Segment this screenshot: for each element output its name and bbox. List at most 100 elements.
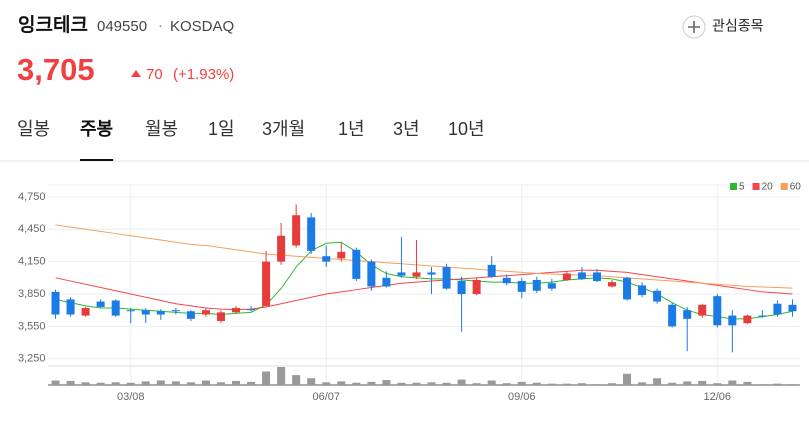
volume-bar xyxy=(262,371,271,385)
tab[interactable]: 월봉 xyxy=(145,119,178,139)
volume-bar xyxy=(653,378,662,385)
volume-bar xyxy=(668,382,677,385)
tab[interactable]: 3년 xyxy=(393,119,420,139)
volume-bar xyxy=(698,380,707,385)
price: 3,705 xyxy=(17,52,95,87)
candle-body xyxy=(547,283,556,289)
volume-bar xyxy=(773,383,782,385)
legend-swatch xyxy=(730,183,737,190)
volume-bar xyxy=(247,381,256,385)
candle-body xyxy=(141,310,150,315)
tabs: 일봉 주봉 월봉 1일 3개월 1년 3년 10년 xyxy=(17,119,485,161)
volume-bar xyxy=(728,380,737,385)
volume-bar xyxy=(186,382,195,385)
volume-bar xyxy=(216,382,225,385)
separator: · xyxy=(158,17,163,34)
volume-bar xyxy=(277,367,286,385)
tab[interactable]: 일봉 xyxy=(17,119,50,139)
candle-body xyxy=(653,290,662,302)
legend-swatch xyxy=(780,183,788,190)
volume-bar xyxy=(623,373,632,385)
candle-body xyxy=(352,249,361,279)
y-tick-label: 4,450 xyxy=(18,223,46,235)
volume-bar xyxy=(141,381,150,385)
volume-bar xyxy=(66,380,75,385)
volume-bar xyxy=(502,383,511,385)
candle-body xyxy=(638,285,647,296)
x-tick-label: 03/08 xyxy=(117,391,145,403)
watch-label: 관심종목 xyxy=(712,18,764,34)
x-tick-label: 06/07 xyxy=(312,391,340,403)
volume-bar xyxy=(713,383,722,385)
legend-swatch xyxy=(752,183,760,190)
volume-bar xyxy=(788,384,797,385)
volume-bar xyxy=(758,384,767,385)
candle-body xyxy=(743,315,752,324)
candle-body xyxy=(713,296,722,326)
candle-body xyxy=(698,304,707,316)
volume-bar xyxy=(442,382,451,385)
change-pct: (+1.93%) xyxy=(173,66,234,83)
moving-average xyxy=(55,224,793,289)
candle-body xyxy=(562,273,571,280)
candle-body xyxy=(247,309,256,311)
candle-body xyxy=(186,311,195,319)
plus xyxy=(688,21,700,33)
tab-underline xyxy=(80,159,114,161)
volume-bar xyxy=(562,383,571,385)
volume-bar xyxy=(683,381,692,385)
stock-name: 잉크테크 xyxy=(18,14,88,36)
candle-body xyxy=(126,310,135,312)
candle-body xyxy=(517,281,526,292)
candle-body xyxy=(111,300,120,316)
candle-body xyxy=(472,279,481,295)
candle-body xyxy=(773,303,782,315)
volume-bar xyxy=(81,382,90,385)
candle-body xyxy=(292,215,301,246)
tab[interactable]: 3개월 xyxy=(262,119,305,139)
candle-body xyxy=(262,261,271,306)
tab[interactable]: 주봉 xyxy=(80,119,113,139)
volume-bar xyxy=(592,384,601,385)
candle-body xyxy=(51,291,60,315)
volume-bar xyxy=(232,380,240,385)
y-tick-label: 4,150 xyxy=(18,256,46,268)
volume-bar xyxy=(517,381,526,385)
volume-bar xyxy=(352,382,361,385)
volume-bar xyxy=(292,375,301,385)
volume-bar xyxy=(201,380,210,385)
candle-body xyxy=(683,310,692,319)
volume-bar xyxy=(126,382,135,385)
volume-bar xyxy=(322,382,331,385)
candle-body xyxy=(668,304,677,327)
legend-label: 5 xyxy=(739,182,745,193)
moving-average xyxy=(55,241,793,320)
y-tick-label: 3,850 xyxy=(18,288,46,300)
tab[interactable]: 1일 xyxy=(208,119,235,139)
volume-bar xyxy=(412,382,421,385)
tab[interactable]: 10년 xyxy=(448,119,485,139)
candle-body xyxy=(592,272,601,282)
candle-body xyxy=(201,310,210,315)
volume-bar xyxy=(427,382,436,385)
change: 70 xyxy=(146,66,163,83)
candle-body xyxy=(728,315,737,326)
candle-body xyxy=(232,308,240,313)
volume-bar xyxy=(382,380,391,385)
candle-body xyxy=(577,272,586,279)
volume-bar xyxy=(171,381,180,385)
up-arrow xyxy=(131,70,141,77)
chart: 3,250 3,550 3,850 4,150 4,450 4,750 03/08 06/07… xyxy=(18,182,801,403)
candle-body xyxy=(788,304,797,312)
candle-body xyxy=(397,272,406,276)
candle-body xyxy=(337,251,346,259)
watch-button[interactable]: 관심종목 xyxy=(682,15,764,39)
x-tick-label: 12/06 xyxy=(704,391,732,403)
y-tick-label: 4,750 xyxy=(18,191,46,203)
tab[interactable]: 1년 xyxy=(338,119,365,139)
candle-body xyxy=(81,308,90,316)
volume-bar xyxy=(547,383,556,385)
volume-bar xyxy=(487,380,496,385)
